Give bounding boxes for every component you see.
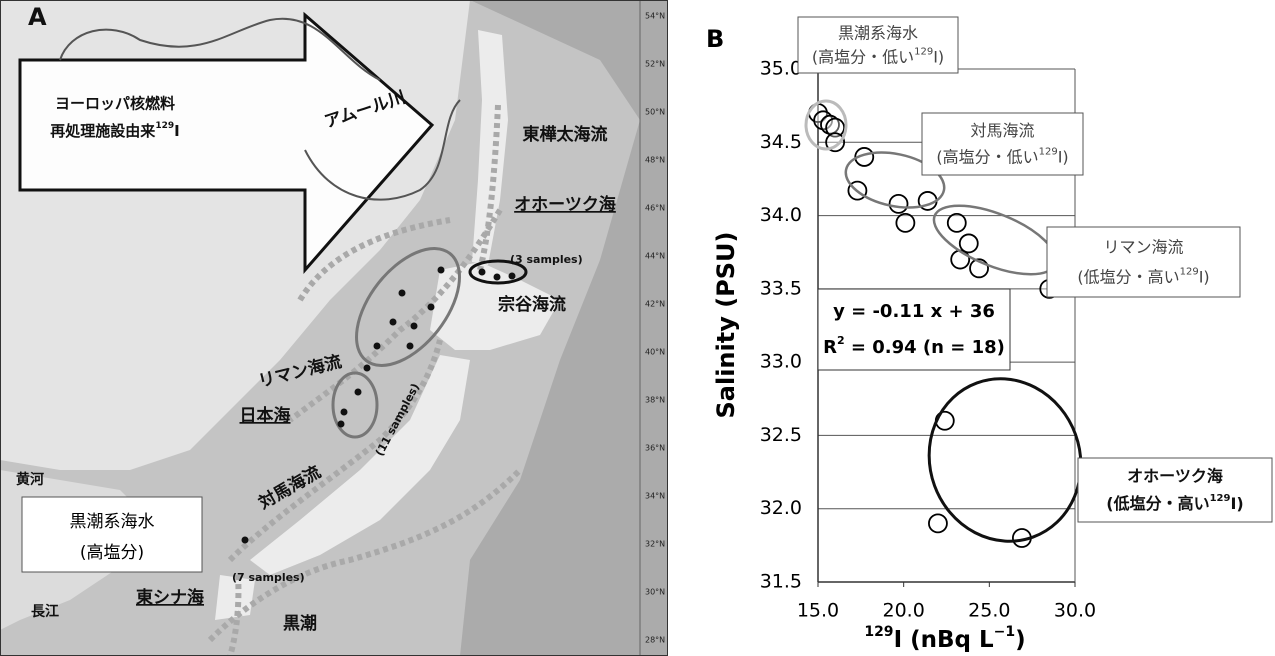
point bbox=[890, 195, 908, 213]
point bbox=[951, 251, 969, 269]
site bbox=[364, 365, 371, 372]
map-label: 黒潮系海水 bbox=[70, 512, 155, 532]
x-axis-label: ) bbox=[1015, 627, 1026, 653]
site bbox=[509, 273, 516, 280]
annotation-line: I) bbox=[1230, 494, 1243, 513]
superscript: 129 bbox=[1180, 266, 1199, 277]
figure: A ヨーロッパ核燃料 再処理施設由来129I アムール川 東樺太海流 オホーツク… bbox=[0, 0, 1275, 656]
annotation-line: (高塩分・低い bbox=[812, 47, 914, 66]
superscript: 129 bbox=[1210, 493, 1231, 504]
y-tick-label: 35.0 bbox=[760, 58, 802, 80]
point bbox=[896, 214, 914, 232]
latitude-label: 32°N bbox=[645, 540, 665, 549]
annotation-line: I) bbox=[1199, 267, 1210, 286]
y-tick-label: 33.0 bbox=[760, 351, 802, 373]
annotation-title: 対馬海流 bbox=[970, 121, 1034, 140]
map-label: 日本海 bbox=[240, 405, 291, 426]
site bbox=[399, 290, 406, 297]
y-tick-label: 31.5 bbox=[760, 571, 802, 593]
latitude-label: 30°N bbox=[645, 588, 665, 597]
superscript: −1 bbox=[994, 624, 1015, 640]
site bbox=[355, 389, 362, 396]
latitude-label: 48°N bbox=[645, 156, 665, 165]
map-label: (7 samples) bbox=[232, 571, 305, 584]
y-tick-label: 34.5 bbox=[760, 131, 802, 153]
map-label: (高塩分) bbox=[80, 543, 144, 563]
point bbox=[960, 234, 978, 252]
y-tick-label: 33.5 bbox=[760, 277, 802, 299]
latitude-label: 36°N bbox=[645, 444, 665, 453]
superscript: 2 bbox=[837, 334, 845, 347]
annotation-title: 黒潮系海水 bbox=[838, 23, 918, 42]
annotations: 黒潮系海水(高塩分・低い129I)対馬海流(高塩分・低い129I)リマン海流(低… bbox=[798, 17, 1272, 522]
site bbox=[242, 537, 249, 544]
arrow-text: I bbox=[174, 122, 180, 140]
site bbox=[407, 343, 414, 350]
annotation-title: リマン海流 bbox=[1103, 238, 1183, 257]
latitude-label: 54°N bbox=[645, 12, 665, 21]
regression-r2: = 0.94 (n = 18) bbox=[845, 337, 1005, 358]
latitude-label: 28°N bbox=[645, 636, 665, 645]
annotation-line: (低塩分・高い bbox=[1106, 494, 1209, 513]
y-tick-label: 34.0 bbox=[760, 204, 802, 226]
annotation-title: オホーツク海 bbox=[1127, 467, 1223, 486]
point bbox=[929, 514, 947, 532]
map-label: 黄河 bbox=[16, 471, 44, 488]
x-tick-label: 25.0 bbox=[968, 600, 1010, 622]
x-axis-label: I (nBq L bbox=[894, 627, 994, 653]
latitude-label: 34°N bbox=[645, 492, 665, 501]
latitude-label: 42°N bbox=[645, 300, 665, 309]
regression-r2: R2 = 0.94 (n = 18) bbox=[823, 334, 1005, 358]
map-label: 宗谷海流 bbox=[498, 294, 566, 315]
arrow-text: 再処理施設由来 bbox=[50, 122, 156, 140]
annotation-line: I) bbox=[1058, 147, 1069, 166]
latitude-label: 40°N bbox=[645, 348, 665, 357]
regression-equation: y = -0.11 x + 36 bbox=[833, 301, 995, 322]
annotation-line: (高塩分・低い bbox=[936, 147, 1038, 166]
map-panel: A ヨーロッパ核燃料 再処理施設由来129I アムール川 東樺太海流 オホーツク… bbox=[0, 0, 668, 656]
annotation-line: (低塩分・高い bbox=[1077, 267, 1179, 286]
latitude-label: 52°N bbox=[645, 60, 665, 69]
latitude-label: 50°N bbox=[645, 108, 665, 117]
map-label: 長江 bbox=[31, 603, 59, 620]
latitude-label: 38°N bbox=[645, 396, 665, 405]
x-tick-label: 15.0 bbox=[797, 600, 839, 622]
site bbox=[374, 343, 381, 350]
superscript: 129 bbox=[914, 46, 933, 57]
x-tick-label: 20.0 bbox=[883, 600, 925, 622]
latitude-label: 46°N bbox=[645, 204, 665, 213]
site bbox=[411, 323, 418, 330]
site bbox=[438, 267, 445, 274]
superscript: 129 bbox=[1039, 147, 1058, 158]
y-axis-label: Salinity (PSU) bbox=[712, 231, 740, 418]
annotation-line: I) bbox=[933, 47, 944, 66]
site bbox=[494, 274, 501, 281]
panel-label: A bbox=[28, 3, 47, 31]
map-label: 黒潮 bbox=[283, 613, 317, 634]
superscript: 129 bbox=[155, 121, 174, 131]
site bbox=[341, 409, 348, 416]
y-tick-label: 32.5 bbox=[760, 424, 802, 446]
latitude-label: 44°N bbox=[645, 252, 665, 261]
site bbox=[390, 319, 397, 326]
map-label: 東樺太海流 bbox=[523, 124, 608, 145]
arrow-text: ヨーロッパ核燃料 bbox=[55, 95, 175, 113]
x-axis-label: 129I (nBq L−1) bbox=[864, 624, 1025, 653]
site bbox=[479, 269, 486, 276]
panel-label: B bbox=[706, 25, 724, 53]
group-outline bbox=[925, 192, 1065, 289]
point bbox=[948, 214, 966, 232]
map-label: 東シナ海 bbox=[136, 587, 204, 608]
x-tick-label: 30.0 bbox=[1054, 600, 1096, 622]
site bbox=[428, 304, 435, 311]
regression-r2: R bbox=[823, 337, 837, 358]
y-tick-label: 32.0 bbox=[760, 497, 802, 519]
site bbox=[338, 421, 345, 428]
map-label: オホーツク海 bbox=[514, 194, 616, 215]
chart-panel: B Salinity (PSU) 129I (nBq L−1) 31.532.0… bbox=[706, 17, 1272, 653]
superscript: 129 bbox=[864, 624, 893, 640]
